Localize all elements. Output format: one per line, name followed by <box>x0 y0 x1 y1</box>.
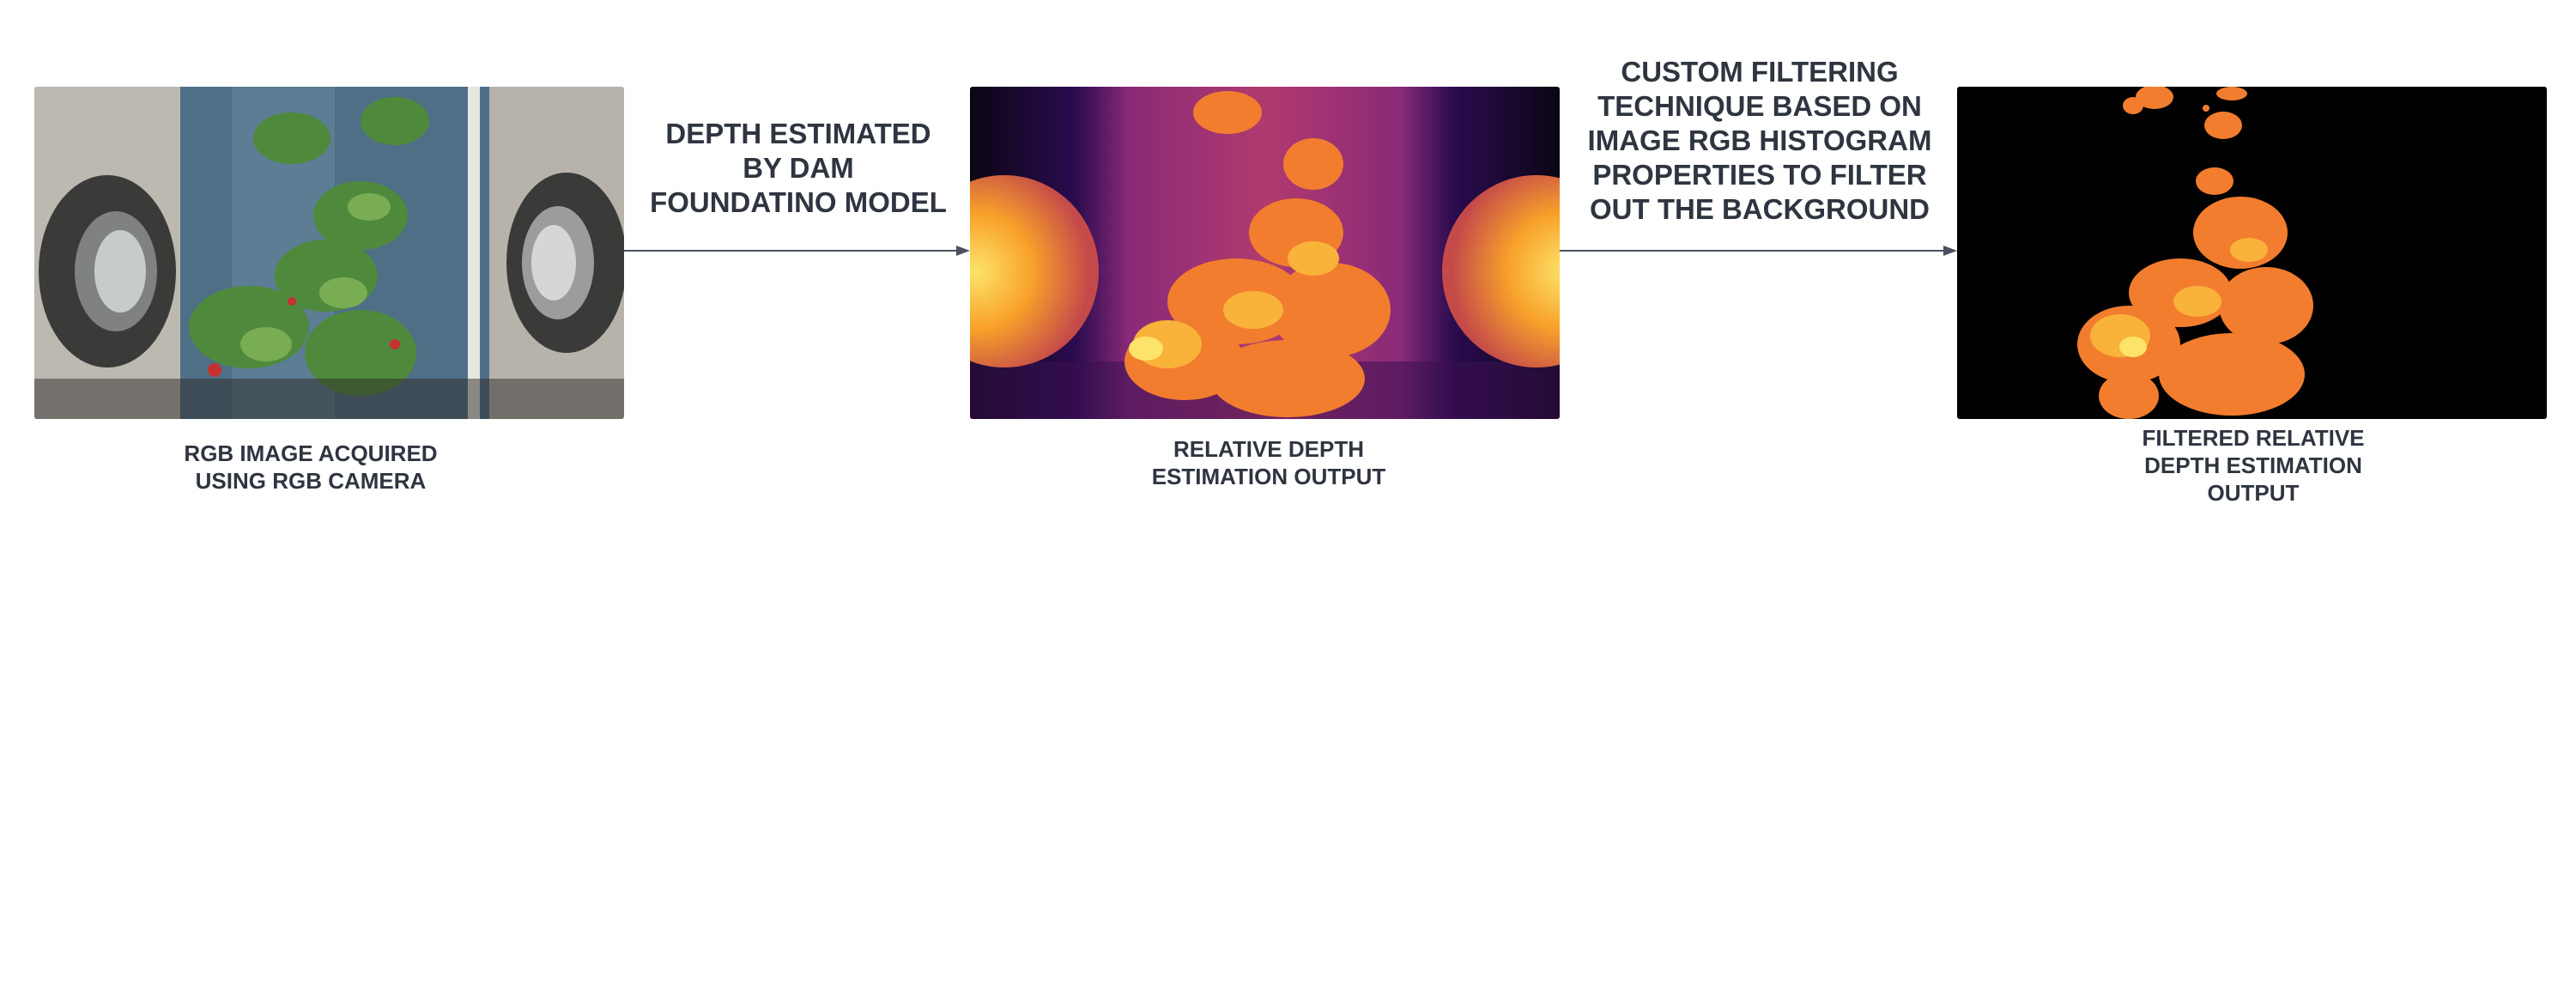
rgb-image-caption: RGB IMAGE ACQUIRED USING RGB CAMERA <box>139 440 482 495</box>
filtering-step-label: CUSTOM FILTERING TECHNIQUE BASED ON IMAG… <box>1562 55 1957 227</box>
filtered-depth-caption: FILTERED RELATIVE DEPTH ESTIMATION OUTPU… <box>2082 424 2425 507</box>
relative-depth-caption: RELATIVE DEPTH ESTIMATION OUTPUT <box>1097 435 1440 490</box>
depth-map-image <box>970 87 1560 419</box>
rgb-field-photo <box>34 87 624 419</box>
rgb-image-caption-text: RGB IMAGE ACQUIRED USING RGB CAMERA <box>184 440 438 494</box>
filtered-depth-image <box>1957 87 2547 419</box>
filtered-depth-caption-text: FILTERED RELATIVE DEPTH ESTIMATION OUTPU… <box>2142 425 2365 506</box>
filtered-depth-panel <box>1957 87 2547 419</box>
relative-depth-caption-text: RELATIVE DEPTH ESTIMATION OUTPUT <box>1151 436 1386 489</box>
depth-model-step-label: DEPTH ESTIMATED BY DAM FOUNDATINO MODEL <box>635 117 961 220</box>
rgb-image-panel <box>34 87 624 419</box>
depth-model-step-text: DEPTH ESTIMATED BY DAM FOUNDATINO MODEL <box>650 118 947 218</box>
relative-depth-panel <box>970 87 1560 419</box>
filtering-step-text: CUSTOM FILTERING TECHNIQUE BASED ON IMAG… <box>1587 56 1932 225</box>
arrow-depth-to-filtered <box>1560 246 1957 256</box>
arrow-rgb-to-depth <box>624 246 970 256</box>
